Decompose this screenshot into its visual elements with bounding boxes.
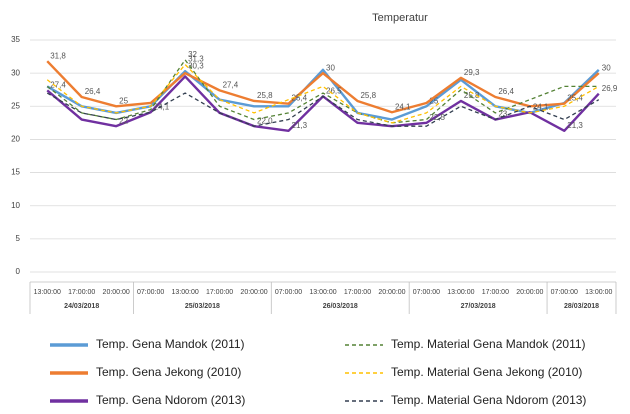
date-label: 25/03/2018 [185, 303, 220, 310]
data-label: 25,8 [464, 91, 480, 100]
data-label: 25,8 [257, 91, 273, 100]
data-label: 30,3 [188, 61, 204, 70]
data-label: 25,4 [567, 94, 583, 103]
y-tick-label: 20 [11, 135, 20, 144]
x-tick-label: 07:00:00 [275, 289, 302, 296]
y-tick-label: 0 [16, 267, 21, 276]
data-label: 21,3 [292, 121, 308, 130]
y-tick-label: 35 [11, 35, 20, 44]
data-label: 23 [498, 110, 507, 119]
date-label: 28/03/2018 [564, 303, 599, 310]
data-label: 22 [119, 116, 128, 125]
data-label: 21,3 [567, 121, 583, 130]
x-tick-label: 20:00:00 [103, 289, 130, 296]
x-tick-label: 20:00:00 [378, 289, 405, 296]
data-label: 26,5 [326, 86, 342, 95]
legend-label: Temp. Material Gena Mandok (2011) [391, 337, 586, 351]
x-tick-label: 17:00:00 [68, 289, 95, 296]
legend-label: Temp. Gena Ndorom (2013) [96, 393, 245, 407]
series-line [46, 60, 600, 114]
data-label: 32 [188, 50, 197, 59]
x-tick-label: 20:00:00 [516, 289, 543, 296]
date-label: 26/03/2018 [323, 303, 358, 310]
x-tick-label: 13:00:00 [585, 289, 612, 296]
data-label: 30 [602, 63, 611, 72]
x-tick-label: 07:00:00 [551, 289, 578, 296]
y-tick-label: 30 [11, 68, 20, 77]
x-tick-label: 17:00:00 [482, 289, 509, 296]
x-tick-label: 07:00:00 [413, 289, 440, 296]
x-tick-label: 07:00:00 [137, 289, 164, 296]
data-label: 30 [326, 63, 335, 72]
x-tick-label: 13:00:00 [171, 289, 198, 296]
data-label: 31,8 [50, 51, 66, 60]
date-label: 27/03/2018 [461, 303, 496, 310]
data-label: 25 [429, 96, 438, 105]
chart-title: Temperatur [372, 12, 428, 24]
data-label: 27,4 [50, 80, 66, 89]
y-tick-label: 10 [11, 201, 20, 210]
data-label: 22,5 [429, 113, 445, 122]
data-label: 25 [119, 96, 128, 105]
y-tick-label: 5 [16, 234, 21, 243]
data-label: 25,4 [292, 94, 308, 103]
data-label: 24,1 [533, 102, 549, 111]
data-label: 24,1 [154, 102, 170, 111]
legend-label: Temp. Material Gena Jekong (2010) [391, 365, 582, 379]
data-label: 27,4 [223, 80, 239, 89]
x-tick-label: 13:00:00 [447, 289, 474, 296]
legend-label: Temp. Gena Jekong (2010) [96, 365, 241, 379]
data-label: 26,9 [602, 84, 618, 93]
date-label: 24/03/2018 [64, 303, 99, 310]
series-line [46, 59, 599, 124]
legend-label: Temp. Gena Mandok (2011) [96, 337, 245, 351]
x-tick-label: 17:00:00 [206, 289, 233, 296]
x-tick-label: 17:00:00 [344, 289, 371, 296]
y-tick-label: 15 [11, 168, 20, 177]
series-line [46, 63, 600, 124]
legend-label: Temp. Material Gena Ndorom (2013) [391, 393, 586, 407]
data-label: 26,4 [85, 87, 101, 96]
x-tick-label: 13:00:00 [34, 289, 61, 296]
data-label: 22,0 [257, 116, 273, 125]
data-label: 31,3 [188, 55, 204, 64]
data-label: 29,3 [464, 68, 480, 77]
y-tick-label: 25 [11, 101, 20, 110]
x-tick-label: 13:00:00 [309, 289, 336, 296]
x-tick-label: 20:00:00 [240, 289, 267, 296]
data-label: 26,4 [498, 87, 514, 96]
data-label: 24,1 [395, 102, 411, 111]
data-label: 25,8 [360, 91, 376, 100]
series-line [46, 92, 600, 127]
